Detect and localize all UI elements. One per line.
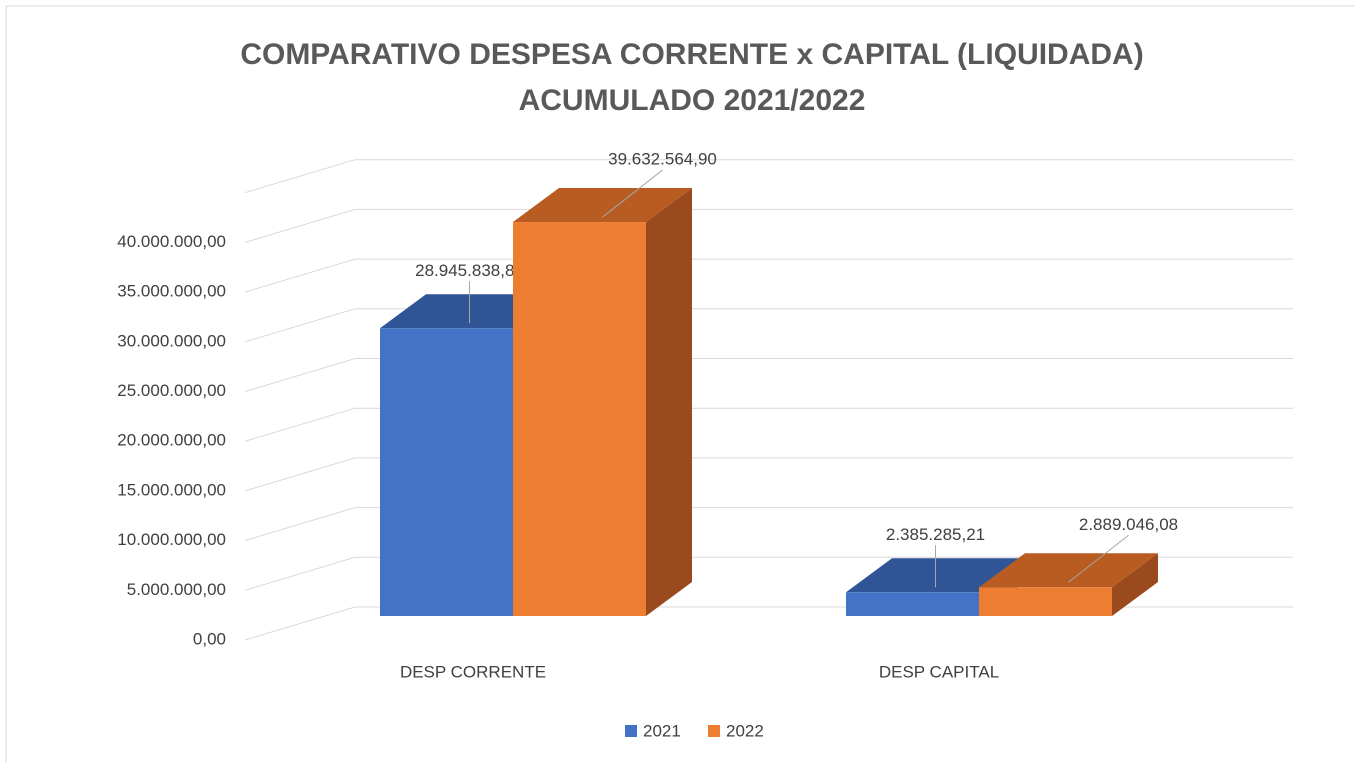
bar-front [979,587,1112,616]
bar-top [979,553,1158,588]
legend-label: 2022 [726,721,764,740]
legend-swatch [708,725,720,737]
y-tick-label: 0,00 [193,629,226,648]
grid-line [244,208,1293,243]
bar-side [1112,553,1158,616]
y-tick-label: 35.000.000,00 [117,282,226,301]
data-label: 2.889.046,08 [1079,515,1178,534]
y-tick-label: 10.000.000,00 [117,530,226,549]
legend-swatch [625,725,637,737]
y-tick-label: 40.000.000,00 [117,232,226,251]
leader-line [602,169,663,218]
legend-label: 2021 [643,721,681,740]
grid-line [244,407,1293,442]
chart-subtitle: ACUMULADO 2021/2022 [519,84,866,117]
data-label: 39.632.564,90 [608,150,717,169]
y-tick-label: 30.000.000,00 [117,331,226,350]
leader-line [1068,534,1129,583]
wall-top [244,159,356,194]
grid-line [244,507,1293,542]
grid-line [244,457,1293,492]
bar-front [846,592,979,616]
chart-title: COMPARATIVO DESPESA CORRENTE x CAPITAL (… [240,38,1143,71]
grid-line [244,556,1293,591]
y-tick-label: 20.000.000,00 [117,431,226,450]
data-label: 2.385.285,21 [886,525,985,544]
bar [979,553,1158,616]
bar-side [646,188,692,616]
data-label: 28.945.838,85 [415,261,524,280]
grid-line [244,358,1293,392]
bar-front [513,222,646,616]
y-tick-label: 25.000.000,00 [117,381,226,400]
x-tick-label: DESP CAPITAL [879,662,999,681]
bar-front [380,328,513,616]
grid-line [244,258,1293,293]
y-tick-label: 5.000.000,00 [127,580,226,599]
bar-top [513,188,692,223]
x-tick-label: DESP CORRENTE [400,662,546,681]
grid-line [244,308,1293,343]
y-tick-label: 15.000.000,00 [117,480,226,499]
bar [513,188,692,616]
